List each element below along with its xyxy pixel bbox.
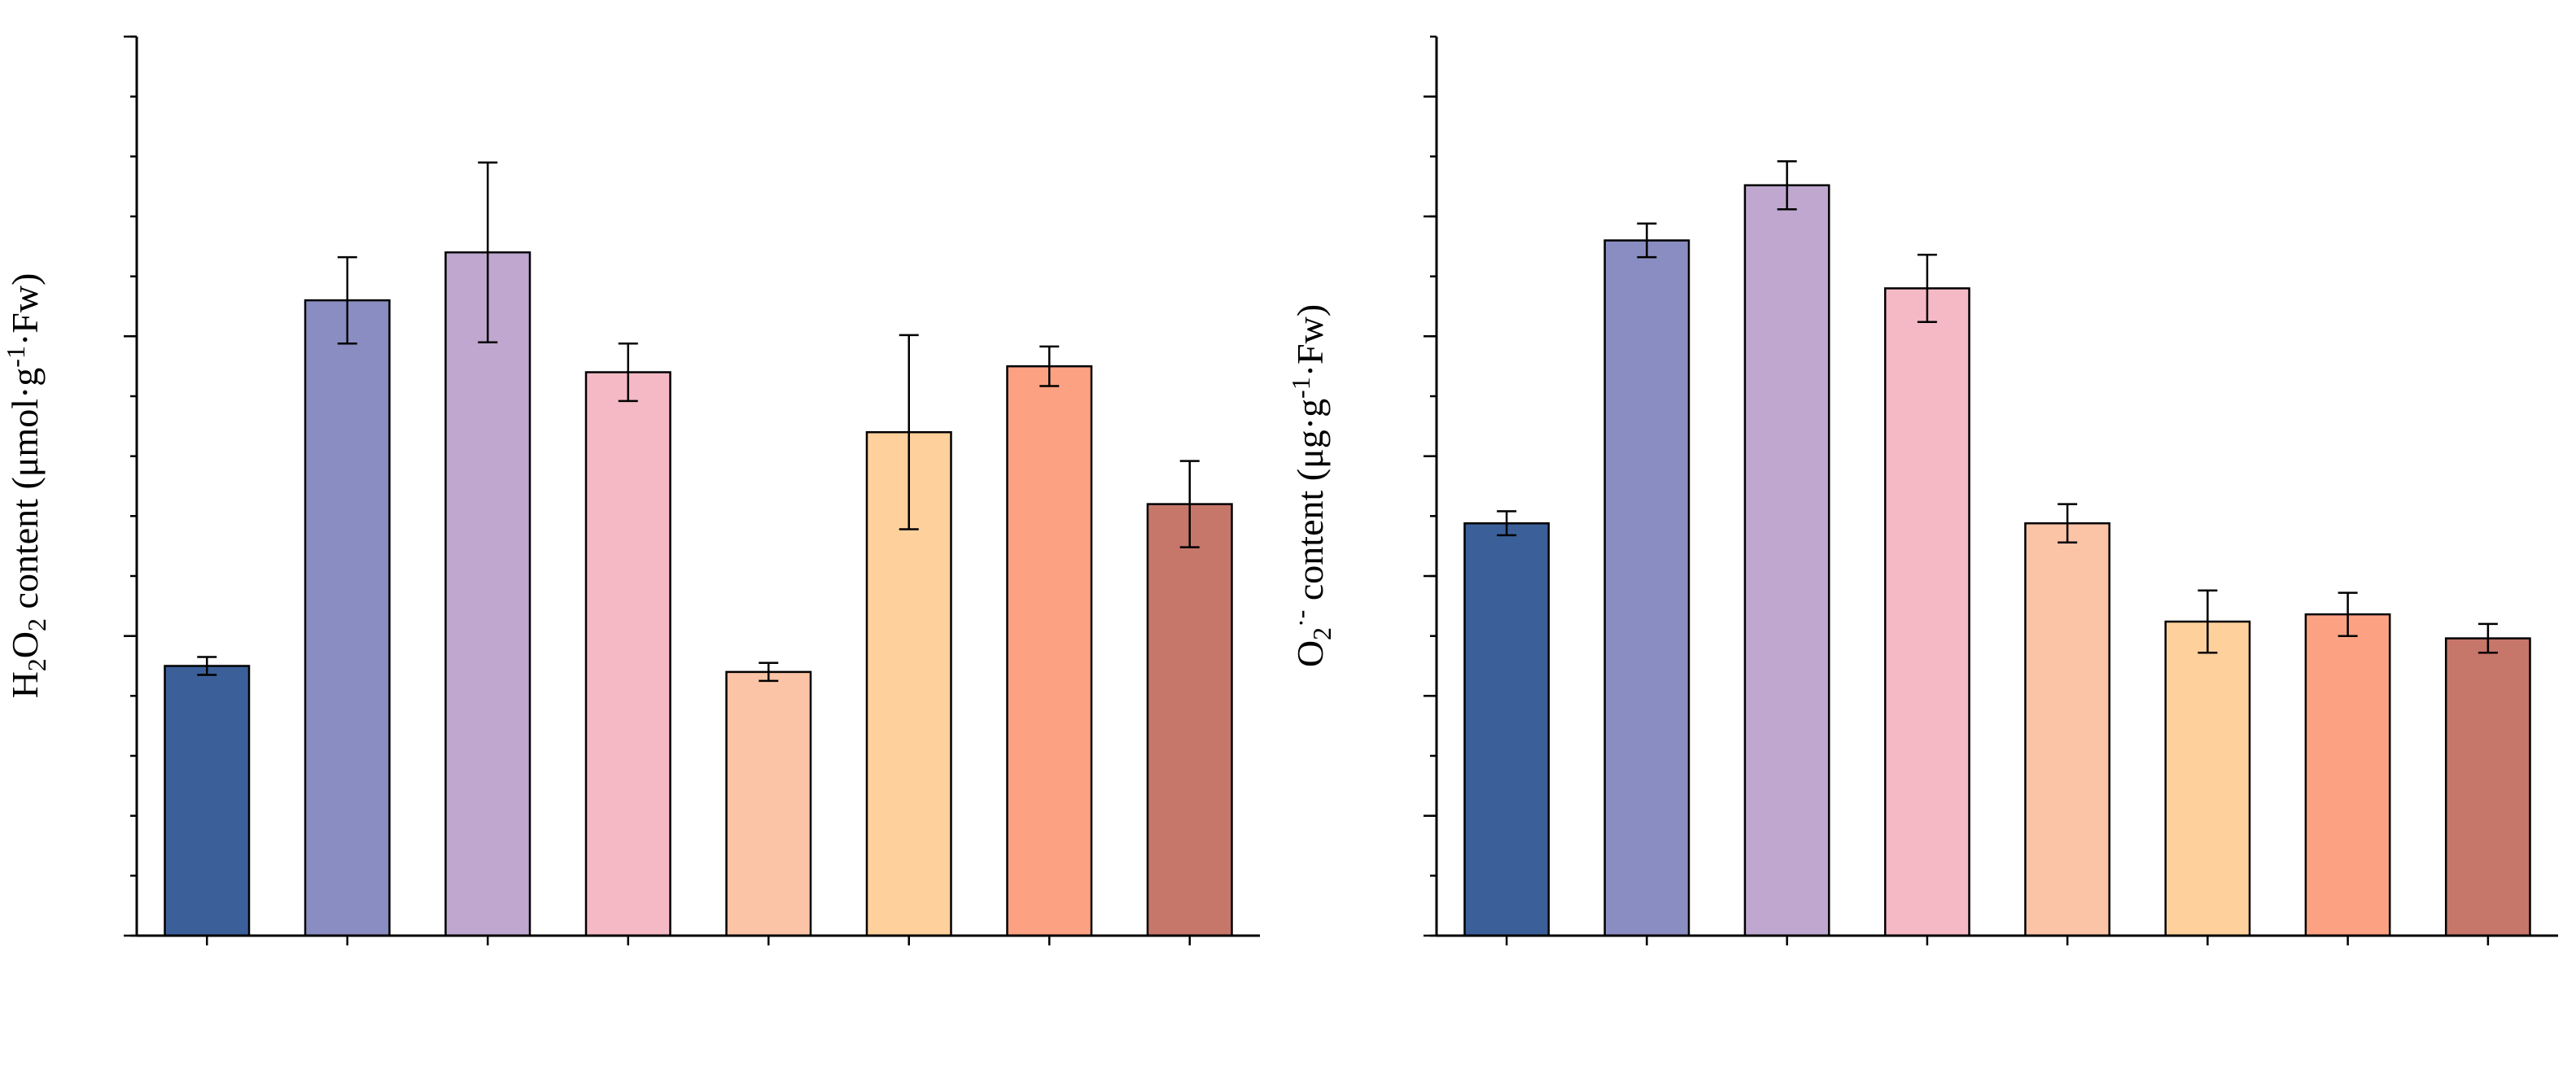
bar <box>444 251 531 937</box>
bar <box>1006 364 1093 937</box>
y-axis-title-post: content (μmol·g <box>4 368 46 618</box>
bar <box>1463 522 1550 937</box>
y-axis-title: H2O2 content (μmol·g-1·Fw) <box>1 273 51 699</box>
bar <box>584 371 671 937</box>
bar <box>1603 239 1690 937</box>
bar <box>2164 620 2251 937</box>
bar <box>2304 613 2391 937</box>
y-axis-title-sup: -1 <box>1286 377 1315 399</box>
y-axis-title-sup: -1 <box>1 346 30 368</box>
bar <box>1743 184 1830 937</box>
y-axis-title-end: ·Fw) <box>1289 304 1331 377</box>
y-axis-title: O2·- content (μg·g-1·Fw) <box>1286 304 1336 667</box>
y-axis-title-pre: O <box>1289 640 1331 667</box>
h2o2-chart: H2O2 content (μmol·g-1·Fw) <box>1 35 1260 945</box>
bar <box>164 665 251 937</box>
bar <box>1883 287 1970 937</box>
y-axis-title-sub1: 2 <box>1307 627 1336 640</box>
bar <box>2444 637 2531 937</box>
bar <box>1146 503 1233 937</box>
y-axis-title-post: content (μg·g <box>1289 399 1331 610</box>
superoxide-chart: O2·- content (μg·g-1·Fw) <box>1286 35 2558 945</box>
y-axis-title-sup1: ·- <box>1286 610 1315 627</box>
bar <box>725 670 812 937</box>
y-axis-title-sub1: 2 <box>22 658 51 671</box>
y-axis-title-pre: H <box>4 671 46 698</box>
y-axis-title-end: ·Fw) <box>4 273 46 346</box>
bar <box>304 299 391 937</box>
y-axis-title-sub2: 2 <box>22 618 51 631</box>
bar <box>2024 522 2110 937</box>
y-axis-title-mid: O <box>4 631 46 658</box>
